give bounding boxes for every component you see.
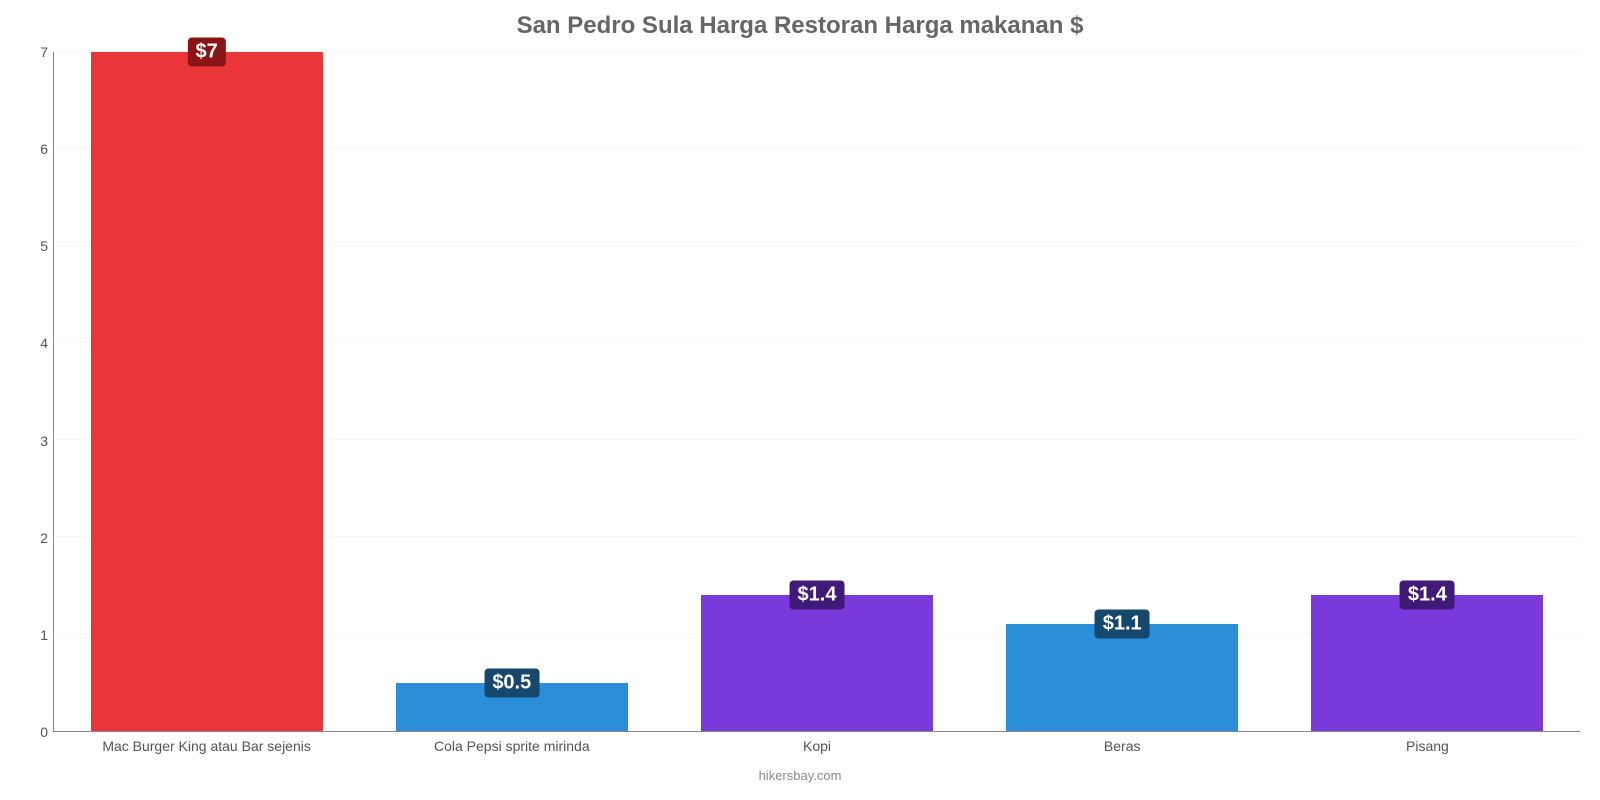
bar-value-label: $7 [187,38,225,67]
bar-value-label: $1.1 [1095,610,1150,639]
bar-column: $7 [54,52,359,731]
credit-text: hikersbay.com [20,768,1580,783]
x-label: Mac Burger King atau Bar sejenis [54,738,359,754]
bar-columns: $7 $0.5 $1.4 $1.1 $1.4 [54,52,1580,731]
bar-column: $0.5 [359,52,664,731]
x-label: Beras [970,738,1275,754]
bar-column: $1.4 [664,52,969,731]
bar: $0.5 [396,683,628,732]
price-chart: San Pedro Sula Harga Restoran Harga maka… [0,0,1600,800]
bar-value-label: $1.4 [1400,581,1455,610]
y-tick: 5 [40,238,48,254]
y-tick: 1 [40,627,48,643]
x-axis: Mac Burger King atau Bar sejenisCola Pep… [54,738,1580,754]
y-tick: 4 [40,335,48,351]
bar-column: $1.4 [1275,52,1580,731]
x-label: Cola Pepsi sprite mirinda [359,738,664,754]
bar: $1.4 [1311,595,1543,731]
bar: $7 [91,52,323,731]
bar-column: $1.1 [970,52,1275,731]
y-tick: 0 [40,724,48,740]
y-tick: 2 [40,530,48,546]
y-tick: 3 [40,433,48,449]
bar: $1.4 [701,595,933,731]
x-label: Kopi [664,738,969,754]
bar-value-label: $0.5 [484,668,539,697]
bar: $1.1 [1006,624,1238,731]
chart-title: San Pedro Sula Harga Restoran Harga maka… [20,12,1580,40]
y-axis: 01234567 [20,52,54,732]
plot-row: 01234567 $7$0.5$1.4$1.1$1.4 [20,52,1580,732]
y-tick: 7 [40,44,48,60]
y-tick: 6 [40,141,48,157]
plot-area: $7 $0.5 $1.4 $1.1 $1.4 [54,52,1580,732]
bar-value-label: $1.4 [790,581,845,610]
x-label: Pisang [1275,738,1580,754]
